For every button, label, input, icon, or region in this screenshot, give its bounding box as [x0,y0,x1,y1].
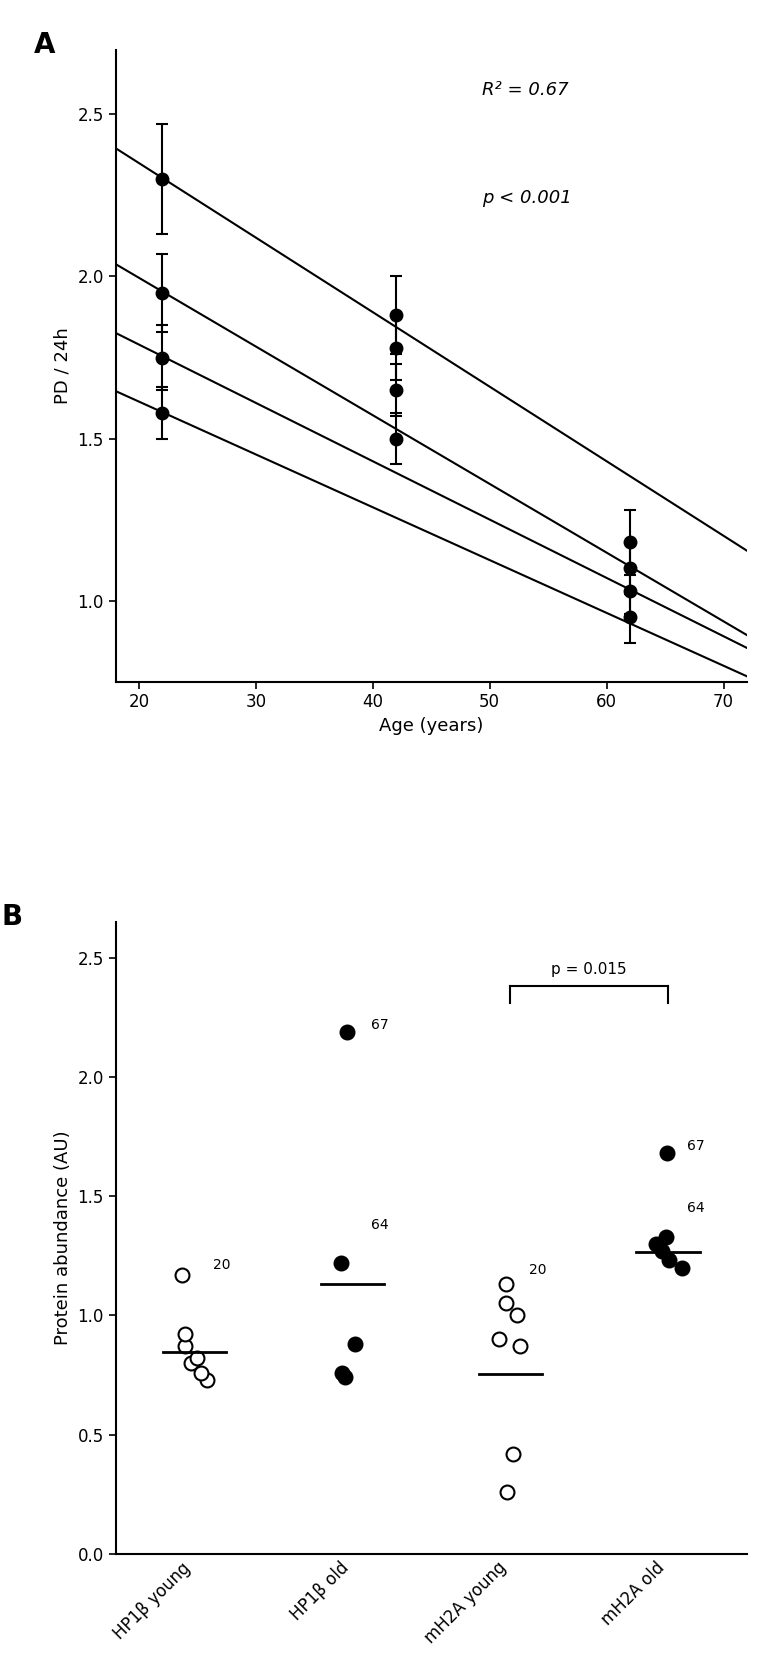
X-axis label: Age (years): Age (years) [379,717,484,736]
Y-axis label: Protein abundance (AU): Protein abundance (AU) [54,1131,72,1346]
Text: 67: 67 [371,1018,389,1031]
Text: p = 0.015: p = 0.015 [551,962,627,977]
Text: 20: 20 [529,1263,547,1278]
Text: 64: 64 [687,1202,705,1215]
Text: B: B [2,903,23,931]
Text: 20: 20 [213,1258,231,1273]
Text: 67: 67 [687,1139,705,1154]
Text: p < 0.001: p < 0.001 [482,188,571,207]
Text: A: A [33,31,55,58]
Text: R² = 0.67: R² = 0.67 [482,81,568,99]
Text: 64: 64 [371,1218,389,1231]
Y-axis label: PD / 24h: PD / 24h [54,327,72,403]
